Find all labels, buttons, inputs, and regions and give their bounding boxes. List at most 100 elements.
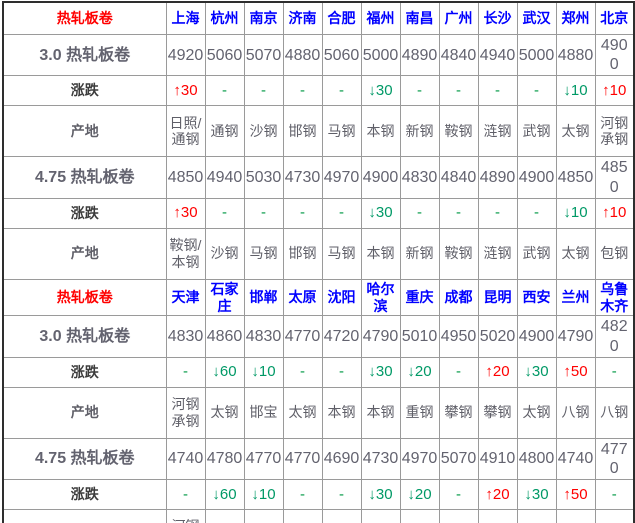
city-header: 太原 — [282, 278, 323, 317]
change-cell: ↓60 — [204, 356, 245, 388]
row-label: 涨跌 — [2, 197, 167, 229]
origin-cell: 日照/通钢 — [165, 105, 206, 158]
row-label: 3.0 热轧板卷 — [2, 33, 167, 77]
change-cell: ↓20 — [399, 356, 440, 388]
price-cell: 5060 — [204, 33, 245, 77]
price-cell: 4770 — [594, 437, 635, 481]
change-cell: ↓30 — [360, 356, 401, 388]
origin-cell: 邯钢 — [282, 105, 323, 158]
price-cell: 5030 — [243, 156, 284, 199]
change-cell: ↓10 — [243, 479, 284, 511]
price-cell: 4830 — [399, 156, 440, 199]
origin-cell: 邯钢 — [282, 227, 323, 280]
change-cell: - — [438, 75, 479, 107]
origin-cell: 包钢 — [594, 227, 635, 280]
change-cell: ↑20 — [477, 479, 518, 511]
change-cell: - — [399, 197, 440, 229]
origin-cell: 攀钢 — [477, 386, 518, 439]
row-label: 产地 — [2, 105, 167, 158]
price-cell: 4970 — [399, 437, 440, 481]
change-cell: - — [282, 479, 323, 511]
city-header: 广州 — [438, 1, 479, 35]
price-cell: 4850 — [165, 156, 206, 199]
city-header: 哈尔滨 — [360, 278, 401, 317]
row-label: 涨跌 — [2, 75, 167, 107]
city-header: 长沙 — [477, 1, 518, 35]
origin-row: 产地 鞍钢/本钢 沙钢 马钢 邯钢 马钢 本钢 新钢 鞍钢 涟钢 武钢 太钢 包钢 — [2, 227, 635, 280]
change-cell: - — [204, 75, 245, 107]
city-header: 昆明 — [477, 278, 518, 317]
origin-cell: 涟钢 — [477, 105, 518, 158]
change-cell: - — [321, 197, 362, 229]
price-cell: 4900 — [360, 156, 401, 199]
origin-cell: 太钢 — [516, 386, 557, 439]
price-cell: 4770 — [243, 437, 284, 481]
city-header: 邯郸 — [243, 278, 284, 317]
price-cell: 4890 — [399, 33, 440, 77]
price-cell: 4720 — [321, 315, 362, 358]
city-header: 上海 — [165, 1, 206, 35]
change-cell: - — [165, 356, 206, 388]
city-header: 西安 — [516, 278, 557, 317]
section-header-row: 热轧板卷 上海 杭州 南京 济南 合肥 福州 南昌 广州 长沙 武汉 郑州 北京 — [2, 1, 635, 35]
change-cell: - — [594, 479, 635, 511]
price-cell: 4890 — [477, 156, 518, 199]
origin-cell: 太钢 — [555, 105, 596, 158]
origin-cell: 鞍钢 — [438, 105, 479, 158]
change-cell: - — [204, 197, 245, 229]
price-row: 3.0 热轧板卷 4830 4860 4830 4770 4720 4790 5010 4950… — [2, 315, 635, 358]
city-header: 南昌 — [399, 1, 440, 35]
price-row: 4.75 热轧板卷 4850 4940 5030 4730 4970 4900 4830 484… — [2, 156, 635, 199]
origin-cell: 攀钢 — [438, 386, 479, 439]
origin-cell: 本钢 — [360, 227, 401, 280]
origin-cell: 新钢 — [399, 105, 440, 158]
origin-cell: 涟钢 — [477, 227, 518, 280]
origin-cell: 沙钢 — [204, 227, 245, 280]
city-header: 北京 — [594, 1, 635, 35]
origin-cell: 邯宝 — [243, 386, 284, 439]
origin-cell: 河钢承钢 — [165, 509, 206, 523]
change-row: 涨跌 - ↓60 ↓10- - ↓30 ↓20- ↑20 ↓30 ↑50- — [2, 479, 635, 511]
change-cell: - — [282, 356, 323, 388]
price-cell: 4950 — [438, 315, 479, 358]
price-cell: 4690 — [321, 437, 362, 481]
change-cell: - — [243, 197, 284, 229]
price-cell: 4730 — [360, 437, 401, 481]
origin-cell: 鞍钢 — [438, 227, 479, 280]
price-row: 3.0 热轧板卷 4920 5060 5070 4880 5060 5000 4890 4840… — [2, 33, 635, 77]
change-cell: ↑10 — [594, 75, 635, 107]
change-cell: ↑30 — [165, 197, 206, 229]
origin-cell: 武钢 — [516, 227, 557, 280]
city-header: 南京 — [243, 1, 284, 35]
price-cell: 4940 — [477, 33, 518, 77]
change-cell: - — [477, 197, 518, 229]
price-cell: 4740 — [165, 437, 206, 481]
origin-cell: 太钢 — [282, 509, 323, 523]
origin-cell: 攀钢 — [477, 509, 518, 523]
row-label: 涨跌 — [2, 356, 167, 388]
change-cell: ↓30 — [516, 479, 557, 511]
origin-cell: 本钢 — [360, 509, 401, 523]
price-cell: 4900 — [516, 156, 557, 199]
change-row: 涨跌 ↑30- - - - ↓30- - - - ↓10 ↑10 — [2, 197, 635, 229]
change-cell: - — [516, 75, 557, 107]
origin-cell: 敬业 — [204, 509, 245, 523]
price-cell: 5020 — [477, 315, 518, 358]
city-header: 济南 — [282, 1, 323, 35]
origin-cell: 太钢 — [204, 386, 245, 439]
price-cell: 4860 — [204, 315, 245, 358]
price-cell: 4790 — [360, 315, 401, 358]
row-label: 产地 — [2, 509, 167, 523]
origin-cell: 八钢 — [594, 386, 635, 439]
section-label: 热轧板卷 — [2, 1, 167, 35]
row-label: 4.75 热轧板卷 — [2, 156, 167, 199]
price-cell: 4820 — [594, 315, 635, 358]
price-cell: 4850 — [555, 156, 596, 199]
price-cell: 4840 — [438, 33, 479, 77]
price-cell: 4780 — [204, 437, 245, 481]
row-label: 涨跌 — [2, 479, 167, 511]
price-cell: 4770 — [282, 315, 323, 358]
change-cell: - — [477, 75, 518, 107]
price-cell: 4830 — [165, 315, 206, 358]
